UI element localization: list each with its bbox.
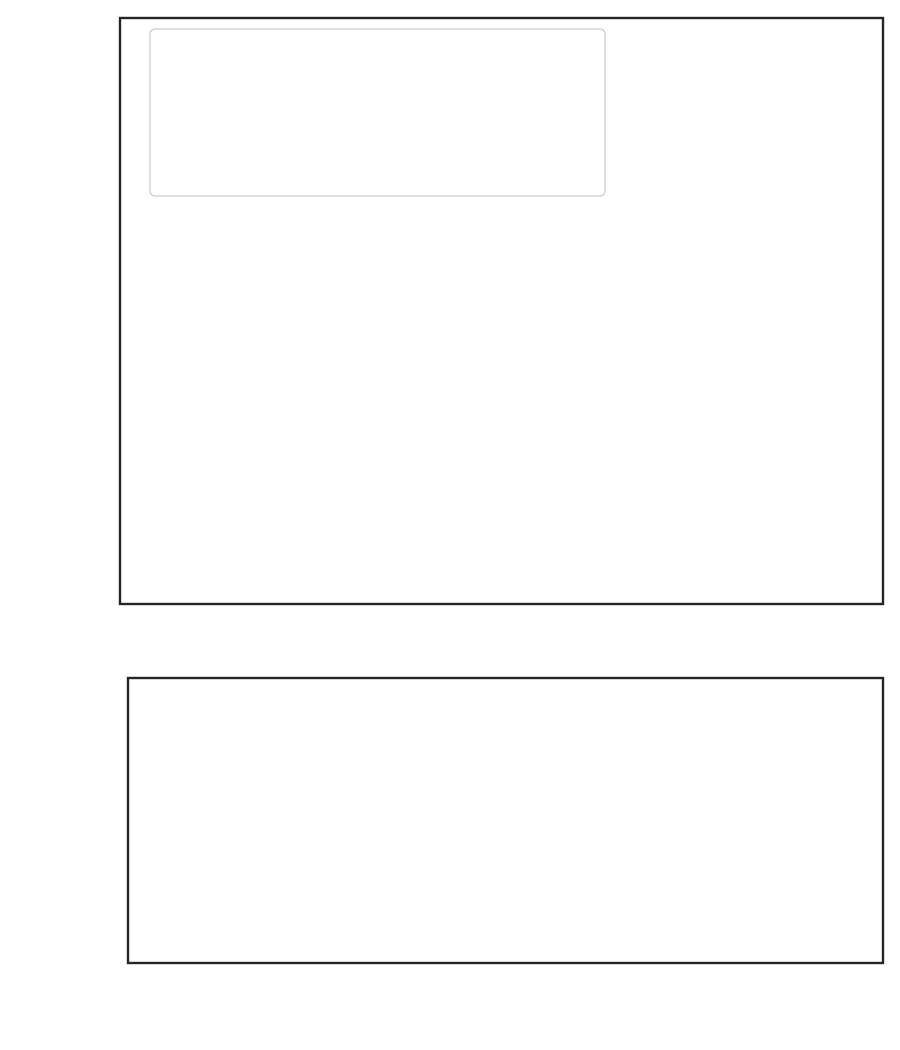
residuals-panel <box>126 676 885 965</box>
calibration-panel <box>118 16 885 606</box>
top-plot-frame <box>118 16 885 606</box>
legend <box>149 28 606 197</box>
bottom-plot-frame <box>126 676 885 965</box>
legend-box <box>149 28 606 197</box>
